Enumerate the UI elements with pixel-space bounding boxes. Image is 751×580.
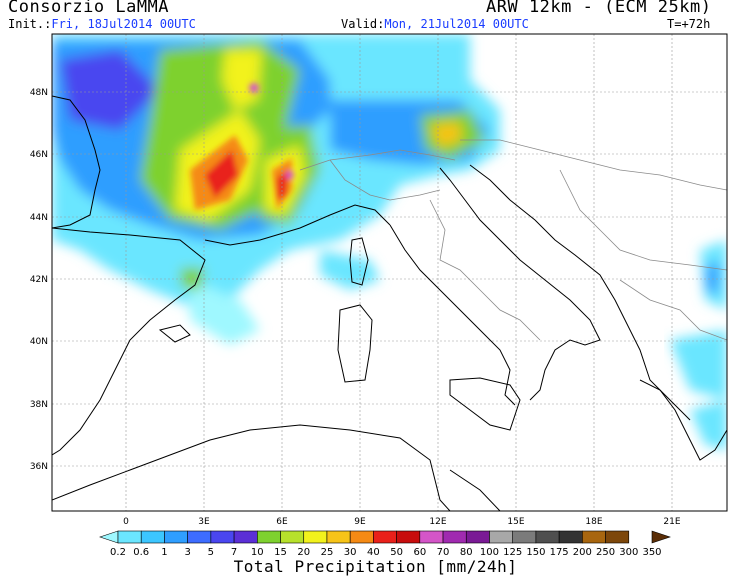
provider-title: Consorzio LaMMA: [8, 0, 170, 17]
map-frame: [51, 33, 728, 512]
colorbar-level-label: 80: [460, 547, 473, 558]
lon-label: 12E: [429, 517, 446, 527]
init-time: Init.:Fri, 18Jul2014 00UTC: [8, 17, 196, 31]
lat-label: 42N: [30, 275, 48, 285]
colorbar-min-arrow: [99, 530, 119, 544]
colorbar-swatch: [280, 530, 305, 544]
borders: [299, 139, 727, 341]
colorbar-level-label: 0.6: [133, 547, 149, 558]
colorbar-swatch: [605, 530, 630, 544]
colorbar-level-label: 25: [321, 547, 334, 558]
colorbar-swatch: [233, 530, 258, 544]
precipitation-field: [52, 34, 727, 450]
colorbar-swatch: [535, 530, 560, 544]
lon-label: 0: [123, 517, 129, 527]
colorbar-level-label: 50: [390, 547, 403, 558]
map-panel: [52, 34, 727, 511]
graticule: [52, 34, 727, 511]
colorbar-swatch: [373, 530, 397, 544]
colorbar-swatch: [489, 530, 513, 544]
lat-label: 46N: [30, 150, 48, 160]
valid-value: Mon, 21Jul2014 00UTC: [384, 17, 529, 31]
lon-label: 9E: [354, 517, 366, 527]
colorbar-level-label: 100: [480, 547, 499, 558]
colorbar-level-label: 15: [274, 547, 287, 558]
colorbar-swatch: [140, 530, 165, 544]
colorbar-level-label: 60: [413, 547, 426, 558]
colorbar-level-label: 40: [367, 547, 380, 558]
colorbar: 0.2 0.6 1 3 5 7 10 15 20 25 30 40 50 60 70 80 100 125 150 1…: [99, 530, 671, 558]
lon-label: 21E: [663, 517, 680, 527]
colorbar-title: Total Precipitation [mm/24h]: [233, 557, 518, 576]
valid-time: Valid:Mon, 21Jul2014 00UTC: [341, 17, 529, 31]
lon-label: 18E: [585, 517, 602, 527]
colorbar-level-label: 1: [161, 547, 167, 558]
lat-label: 38N: [30, 400, 48, 410]
colorbar-swatch: [465, 530, 490, 544]
colorbar-level-label: 175: [550, 547, 569, 558]
colorbar-level-label: 10: [251, 547, 264, 558]
colorbar-swatch: [512, 530, 537, 544]
colorbar-level-label: 250: [596, 547, 615, 558]
colorbar-swatch: [164, 530, 188, 544]
colorbar-swatch: [187, 530, 212, 544]
colorbar-swatch: [442, 530, 467, 544]
colorbar-level-label: 20: [297, 547, 310, 558]
colorbar-level-label: 5: [208, 547, 214, 558]
init-value: Fri, 18Jul2014 00UTC: [51, 17, 196, 31]
init-label: Init.:: [8, 17, 52, 31]
colorbar-swatch: [419, 530, 444, 544]
colorbar-level-label: 30: [344, 547, 357, 558]
colorbar-swatch: [117, 530, 142, 544]
colorbar-level-label: 0.2: [110, 547, 126, 558]
longitude-labels: 0 3E 6E 9E 12E 15E 18E 21E: [123, 517, 681, 527]
lat-label: 48N: [30, 88, 48, 98]
valid-label: Valid:: [341, 17, 385, 31]
coastlines: [52, 95, 727, 511]
lon-label: 6E: [276, 517, 288, 527]
lat-label: 36N: [30, 462, 48, 472]
model-title: ARW 12km - (ECM 25km): [486, 0, 712, 17]
colorbar-level-label: 150: [526, 547, 545, 558]
colorbar-swatch: [210, 530, 235, 544]
colorbar-swatch: [349, 530, 374, 544]
colorbar-swatch: [558, 530, 583, 544]
colorbar-level-label: 70: [437, 547, 450, 558]
colorbar-level-label: 350: [642, 547, 661, 558]
colorbar-level-label: 7: [231, 547, 237, 558]
colorbar-swatch: [326, 530, 351, 544]
lon-label: 15E: [507, 517, 524, 527]
colorbar-max-arrow: [651, 530, 671, 544]
lead-time: T=+72h: [667, 17, 711, 31]
latitude-labels: 48N 46N 44N 42N 40N 38N 36N: [30, 88, 48, 472]
colorbar-swatch: [582, 530, 606, 544]
colorbar-swatch: [303, 530, 328, 544]
colorbar-swatch: [257, 530, 281, 544]
lat-label: 44N: [30, 213, 48, 223]
colorbar-swatch: [396, 530, 421, 544]
colorbar-level-label: 200: [573, 547, 592, 558]
colorbar-level-label: 300: [619, 547, 638, 558]
colorbar-level-label: 3: [184, 547, 190, 558]
colorbar-level-label: 125: [503, 547, 522, 558]
lat-label: 40N: [30, 337, 48, 347]
lon-label: 3E: [198, 517, 210, 527]
